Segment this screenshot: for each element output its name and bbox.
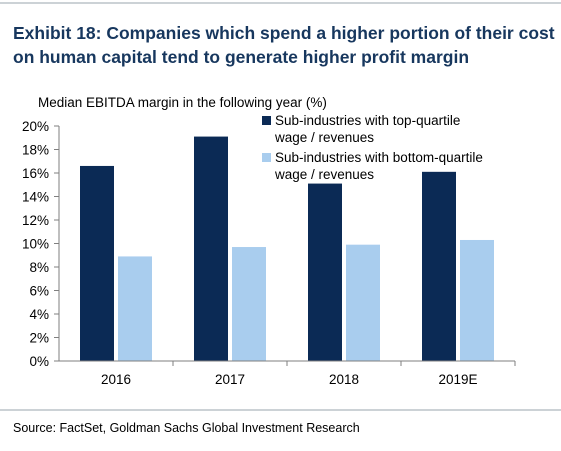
legend-label: Sub-industries with top-quartile bbox=[275, 113, 460, 128]
bar-bottom-quartile-2016 bbox=[118, 256, 152, 361]
bar-top-quartile-2016 bbox=[80, 165, 114, 361]
bar-bottom-quartile-2018 bbox=[346, 244, 380, 361]
bar-bottom-quartile-2017 bbox=[232, 247, 266, 361]
y-tick-label: 6% bbox=[29, 284, 49, 299]
source-note: Source: FactSet, Goldman Sachs Global In… bbox=[13, 421, 360, 435]
y-tick-label: 12% bbox=[22, 213, 49, 228]
legend-swatch bbox=[262, 153, 271, 162]
y-tick-label: 16% bbox=[22, 166, 49, 181]
y-tick-label: 4% bbox=[29, 307, 49, 322]
legend-label: wage / revenues bbox=[274, 130, 374, 145]
y-tick-label: 18% bbox=[22, 143, 49, 158]
bar-top-quartile-2018 bbox=[308, 183, 342, 361]
y-tick-label: 14% bbox=[22, 190, 49, 205]
chart-title-line-2: on human capital tend to generate higher… bbox=[13, 47, 469, 67]
x-tick-label: 2018 bbox=[329, 372, 359, 387]
x-tick-label: 2019E bbox=[438, 372, 477, 387]
bars bbox=[80, 136, 494, 361]
y-tick-label: 0% bbox=[29, 354, 49, 369]
y-tick-label: 10% bbox=[22, 237, 49, 252]
bar-bottom-quartile-2019E bbox=[460, 239, 494, 361]
y-tick-label: 8% bbox=[29, 260, 49, 275]
x-tick-label: 2017 bbox=[215, 372, 245, 387]
x-tick-label: 2016 bbox=[101, 372, 131, 387]
bar-top-quartile-2017 bbox=[194, 136, 228, 361]
legend-label: Sub-industries with bottom-quartile bbox=[275, 150, 483, 165]
legend-swatch bbox=[262, 116, 271, 125]
legend: Sub-industries with top-quartile wage / r… bbox=[262, 113, 483, 182]
x-axis: 2016 2017 2018 2019E bbox=[101, 361, 516, 387]
y-tick-label: 2% bbox=[29, 331, 49, 346]
bar-top-quartile-2019E bbox=[422, 171, 456, 361]
chart-title-line-1: Exhibit 18: Companies which spend a high… bbox=[13, 23, 555, 43]
y-tick-label: 20% bbox=[22, 119, 49, 134]
y-axis: 0% 2% 4% 6% 8% 10% 12% 14% 16% 18% 20% bbox=[22, 119, 59, 369]
legend-label: wage / revenues bbox=[274, 167, 374, 182]
y-axis-label: Median EBITDA margin in the following ye… bbox=[38, 95, 327, 110]
